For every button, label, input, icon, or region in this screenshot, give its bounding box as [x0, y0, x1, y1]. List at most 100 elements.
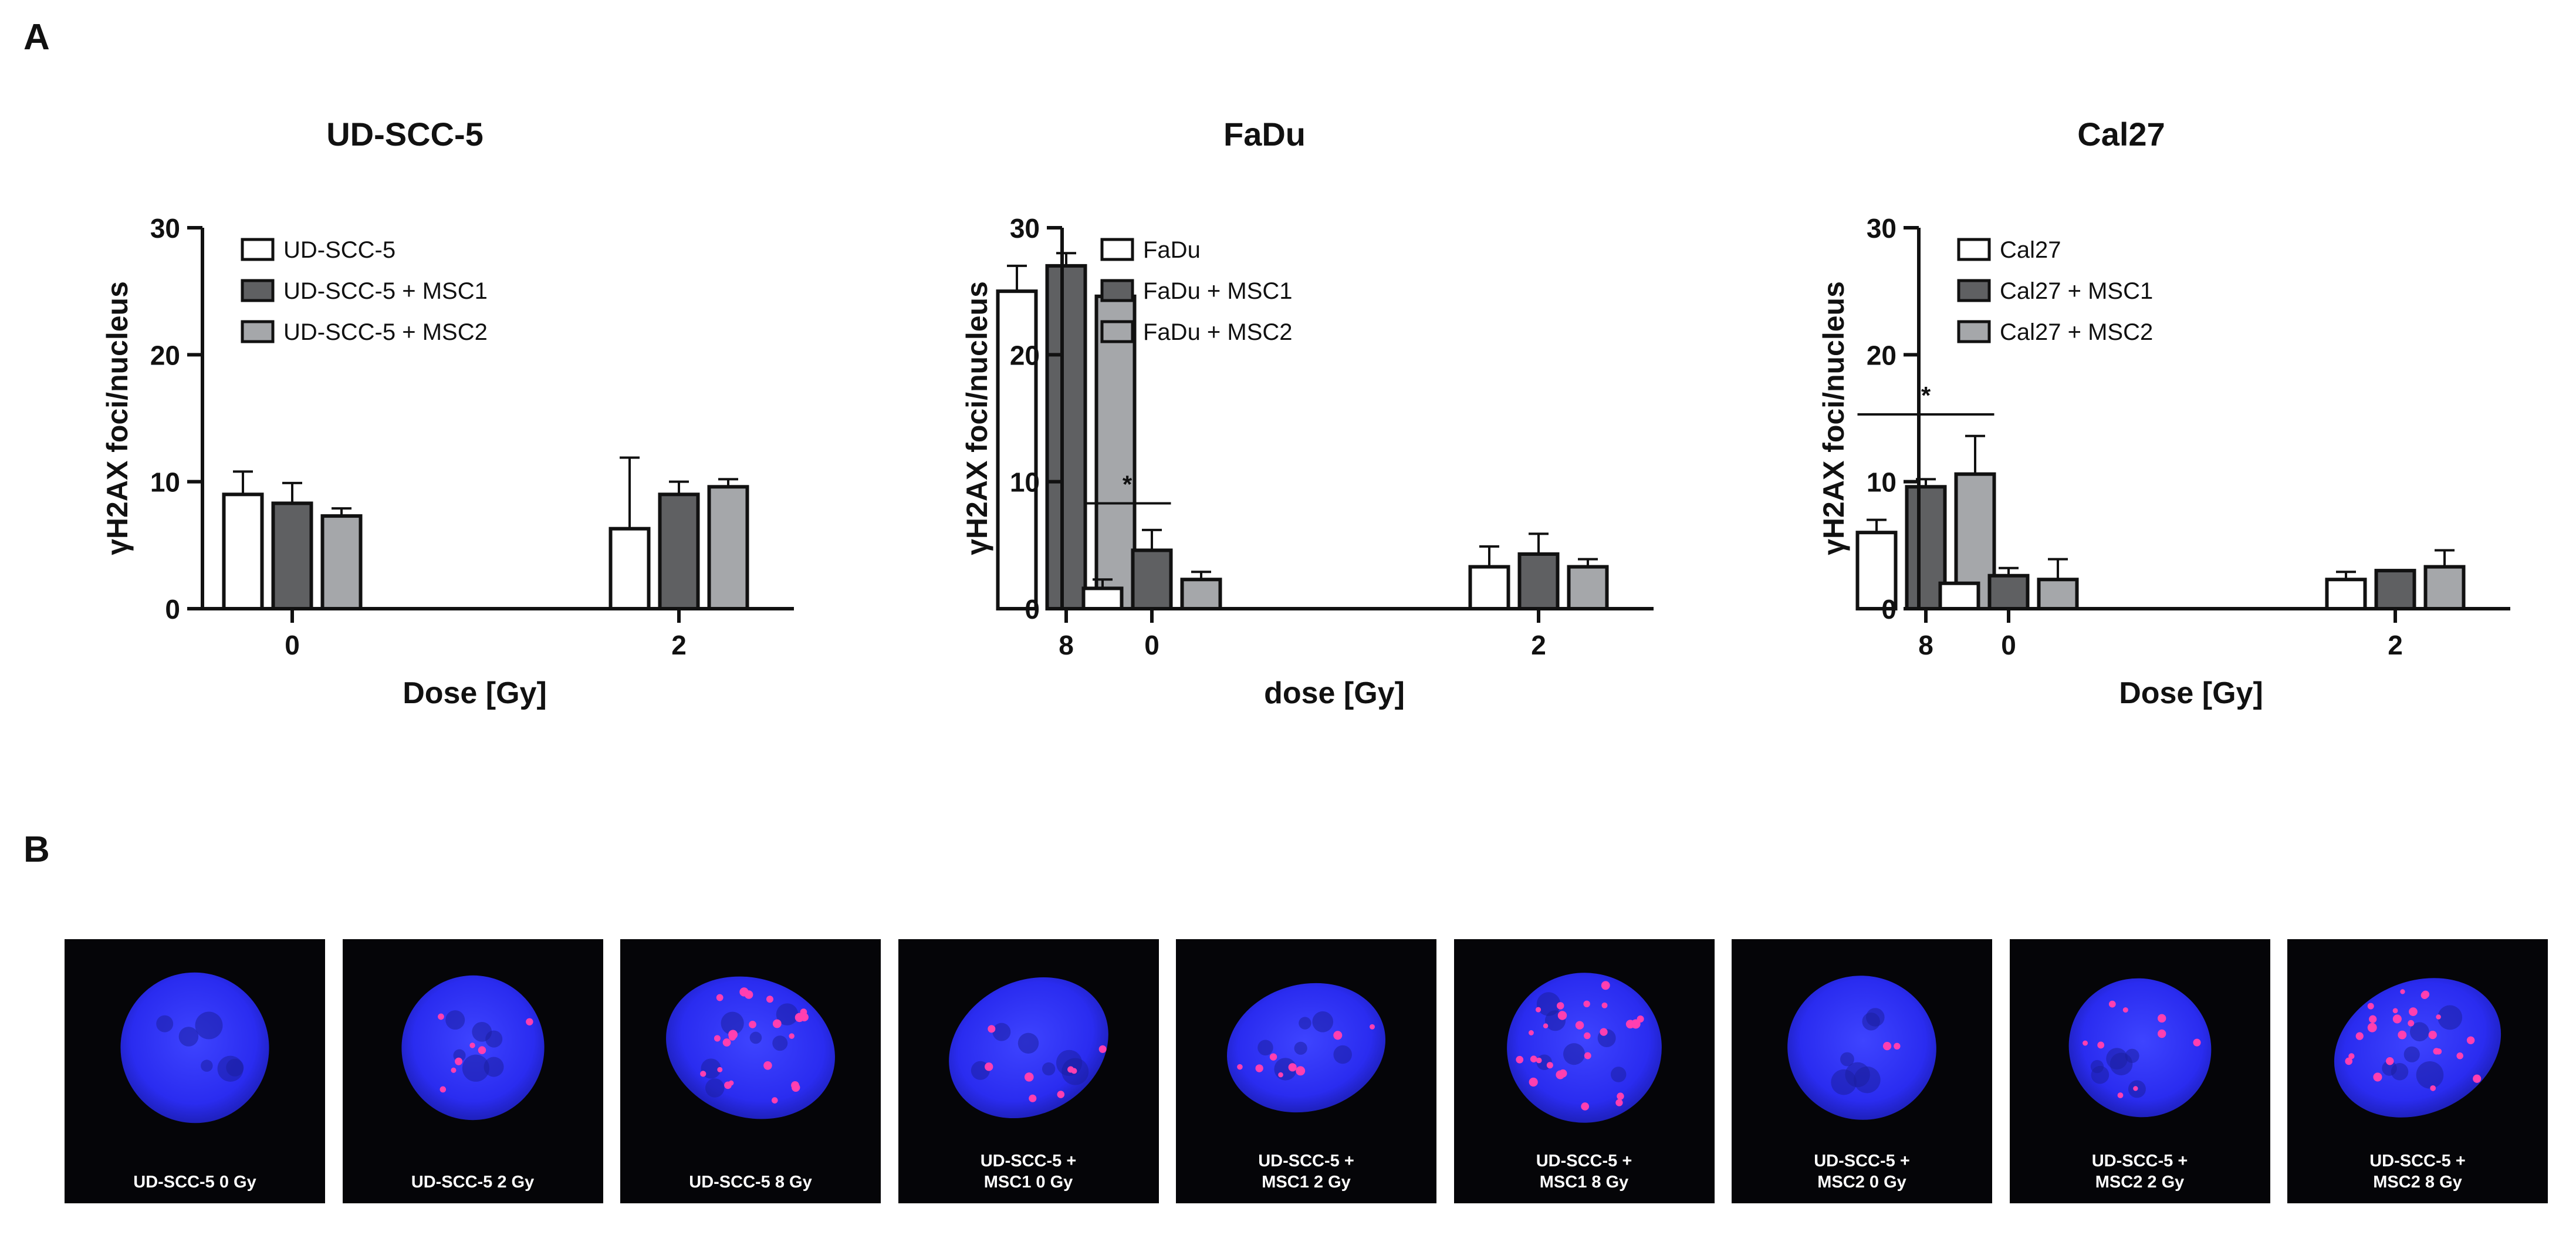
chart-title: Cal27: [2077, 116, 2165, 153]
legend-label: Cal27: [2000, 237, 2061, 263]
chromatin-spot: [2125, 1048, 2139, 1063]
bar: [1567, 565, 1609, 610]
foci-dot: [1333, 1031, 1343, 1040]
foci-dot: [766, 996, 773, 1003]
foci-dot: [1296, 1066, 1306, 1076]
micrograph-caption: UD-SCC-5 2 Gy: [411, 1173, 535, 1192]
foci-dot: [792, 1083, 800, 1092]
foci-dot: [2355, 1032, 2364, 1040]
chromatin-spot: [1257, 1040, 1273, 1056]
bar: [2374, 569, 2416, 610]
y-tick-label: 10: [1867, 467, 1896, 498]
x-tick-label: 2: [1531, 630, 1546, 660]
foci-dot: [728, 1080, 734, 1086]
foci-dot: [2369, 1015, 2377, 1023]
bar: [2423, 565, 2466, 610]
foci-dot: [1557, 1011, 1567, 1020]
micrograph-tile: UD-SCC-5 0 Gy: [65, 939, 325, 1203]
foci-dot: [2398, 1030, 2407, 1040]
bar: [2325, 578, 2367, 611]
chromatin-spot: [156, 1015, 174, 1032]
y-tick-label: 30: [150, 213, 180, 244]
legend-swatch: [1100, 238, 1134, 261]
foci-dot: [744, 990, 753, 999]
foci-dot: [1515, 1055, 1523, 1064]
foci-dot: [2473, 1074, 2482, 1083]
chromatin-spot: [1866, 1008, 1885, 1027]
foci-dot: [2367, 1003, 2374, 1010]
chart-2: Cal27 0 10 20 30 γH2AX foci/nucleus 0 2 8 Dose [G…: [1817, 116, 2510, 710]
y-axis-label: γH2AX foci/nucleus: [101, 281, 134, 555]
foci-dot: [1584, 1052, 1591, 1059]
micrograph-tile: UD-SCC-5 + MSC2 8 Gy: [2287, 939, 2548, 1203]
y-tick-label: 30: [1010, 213, 1040, 244]
legend-label: FaDu: [1143, 237, 1201, 263]
nucleus-image: [1787, 976, 1936, 1120]
significance-mark: *: [1123, 470, 1133, 498]
foci-dot: [2392, 1014, 2402, 1024]
bar: [1131, 548, 1173, 611]
nucleus-image: [948, 977, 1108, 1119]
x-tick-label: 8: [1918, 630, 1933, 660]
foci-dot: [1269, 1053, 1277, 1061]
foci-dot: [2435, 1048, 2442, 1055]
legend-swatch: [1100, 279, 1134, 302]
bar: [996, 289, 1038, 610]
x-tick-label: 2: [2388, 630, 2403, 660]
foci-dot: [2117, 1092, 2123, 1098]
foci-dot: [1616, 1092, 1624, 1100]
foci-dot: [1071, 1068, 1077, 1074]
chart-1: FaDu 0 10 20 30 γH2AX foci/nucleus 0 2 8 * * dose […: [961, 116, 1996, 710]
chromatin-spot: [201, 1059, 213, 1072]
foci-dot: [2097, 1041, 2104, 1049]
foci-dot: [1580, 1102, 1589, 1111]
foci-dot: [1098, 1045, 1107, 1053]
foci-dot: [450, 1067, 456, 1073]
legend-label: FaDu + MSC1: [1143, 278, 1293, 304]
chromatin-spot: [195, 1011, 223, 1040]
foci-dot: [2108, 1000, 2116, 1008]
foci-dot: [2421, 990, 2430, 998]
foci-dot: [1028, 1094, 1036, 1102]
chromatin-spot: [1017, 1032, 1039, 1054]
legend-label: UD-SCC-5: [283, 237, 395, 263]
nucleus-image: [2334, 978, 2501, 1118]
foci-dot: [2409, 1007, 2418, 1016]
foci-dot: [1536, 1057, 1542, 1064]
x-tick-label: 0: [285, 630, 300, 660]
chromatin-spot: [1831, 1069, 1857, 1095]
foci-dot: [1575, 1021, 1584, 1030]
chromatin-spot: [485, 1030, 502, 1048]
chromatin-spot: [1312, 1011, 1334, 1032]
nucleus-image: [2068, 978, 2211, 1118]
bar: [1045, 264, 1087, 610]
bar: [1938, 581, 1980, 611]
foci-dot: [1894, 1042, 1901, 1050]
foci-dot: [2373, 1072, 2382, 1082]
chromatin-spot: [1294, 1041, 1307, 1055]
x-axis-label: Dose [Gy]: [403, 676, 547, 710]
legend-swatch: [241, 279, 275, 302]
foci-dot: [1530, 1055, 1537, 1063]
foci-dot: [2428, 1030, 2437, 1040]
foci-dot: [2082, 1040, 2088, 1046]
bar: [1987, 573, 2030, 611]
chromatin-spot: [992, 1023, 1010, 1041]
micrograph-caption: UD-SCC-5 + MSC1 2 Gy: [1258, 1152, 1354, 1192]
legend-swatch: [1957, 238, 1991, 261]
foci-dot: [789, 1033, 795, 1039]
foci-dot: [717, 1067, 723, 1072]
chromatin-spot: [2438, 1005, 2463, 1030]
y-tick-label: 0: [165, 594, 180, 625]
chromatin-spot: [721, 1011, 744, 1035]
micrograph-tile: UD-SCC-5 2 Gy: [342, 939, 603, 1203]
foci-dot: [1278, 1072, 1283, 1078]
foci-dot: [2348, 1053, 2355, 1059]
chromatin-spot: [705, 1078, 725, 1098]
foci-dot: [728, 1030, 738, 1040]
foci-dot: [2430, 1085, 2436, 1091]
chromatin-spot: [483, 1057, 504, 1077]
bar: [1855, 531, 1898, 611]
nucleus-image: [401, 975, 545, 1121]
